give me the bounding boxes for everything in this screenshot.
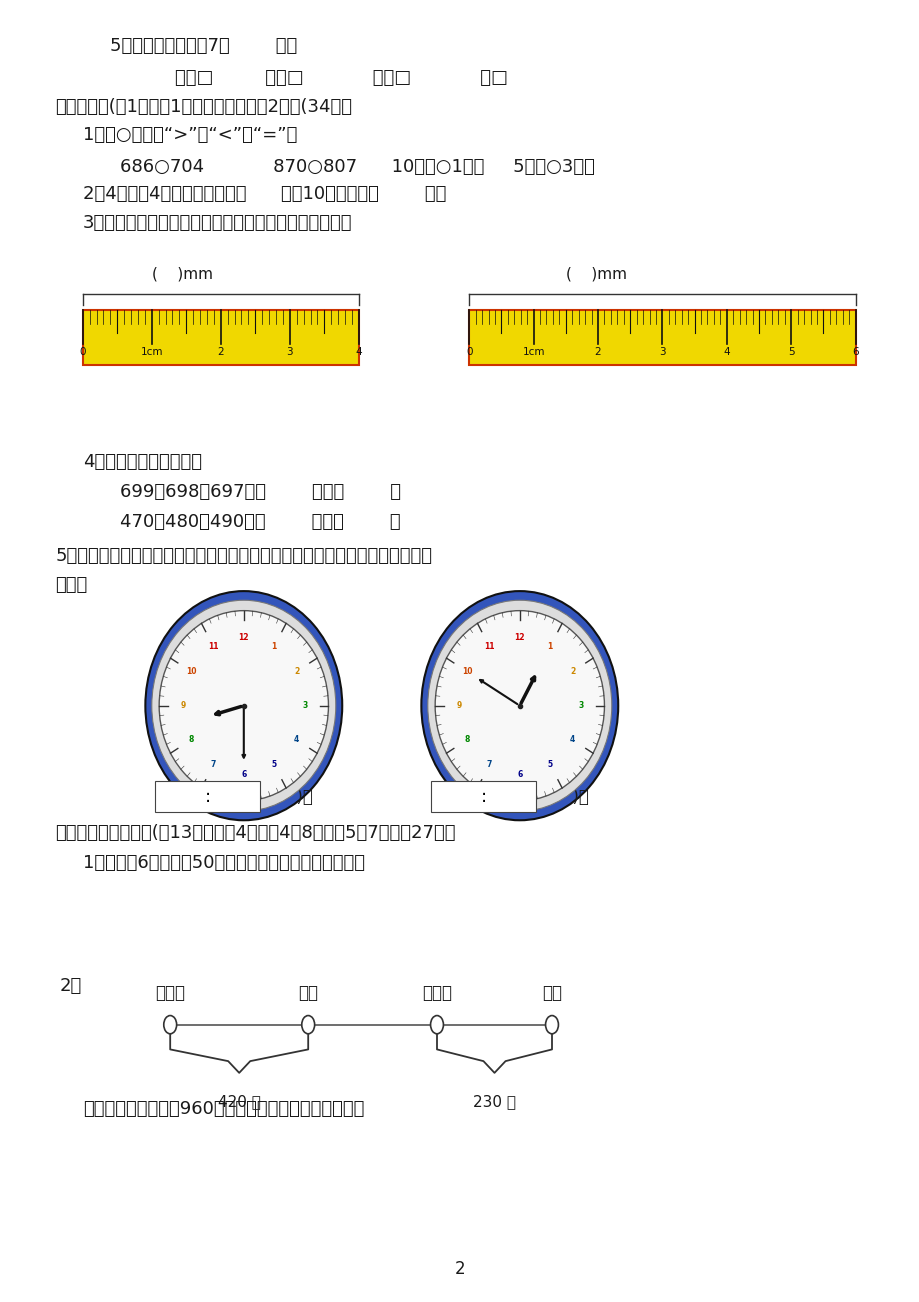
Text: 0: 0 [465,348,472,358]
Ellipse shape [435,611,604,801]
Circle shape [430,1016,443,1034]
Text: 6: 6 [516,769,522,779]
Text: 五、解决实际问题。(第13题每题刃4分，第4题8分，第5题7分，剧27分）: 五、解决实际问题。(第13题每题刃4分，第4题8分，第5题7分，剧27分） [55,824,455,842]
Text: 3: 3 [286,348,293,358]
Text: 5．先写出每个钟面表示的时刻，再写出时针和分针形成的角是直角、锐角还是: 5．先写出每个钟面表示的时刻，再写出时针和分针形成的角是直角、锐角还是 [55,547,432,565]
Text: (    )角: ( )角 [268,788,312,806]
Text: 0: 0 [79,348,86,358]
Text: 699、698、697、（        ），（        ）: 699、698、697、（ ），（ ） [119,483,400,501]
Text: :: : [480,788,486,806]
Text: 8: 8 [464,736,470,745]
Text: 1．每盒装6个足球，50个足球能装几盒，还剩多少个？: 1．每盒装6个足球，50个足球能装几盒，还剩多少个？ [83,854,365,872]
Text: (    )角: ( )角 [544,788,588,806]
Text: 1: 1 [271,642,277,651]
Text: 从体育场到公园一共960米。从学校到少年宫有多少米？: 从体育场到公园一共960米。从学校到少年宫有多少米？ [83,1100,364,1118]
Text: 11: 11 [483,642,494,651]
Text: 1cm: 1cm [141,348,163,358]
FancyBboxPatch shape [154,781,260,812]
Text: 5: 5 [547,760,552,769]
Text: 2．4个百和4个一组成的数是（      ），10个一百是（        ）。: 2．4个百和4个一组成的数是（ ），10个一百是（ ）。 [83,185,446,203]
Text: 6: 6 [851,348,858,358]
Text: 钝角。: 钝角。 [55,575,87,594]
Text: 12: 12 [238,633,249,642]
Text: 11: 11 [208,642,219,651]
Text: (    )mm: ( )mm [565,266,626,281]
Text: (    )mm: ( )mm [152,266,212,281]
Text: 3: 3 [577,702,583,710]
Text: 四、填空。(第1题每空1分，其余每题每空2分）(34分）: 四、填空。(第1题每空1分，其余每题每空2分）(34分） [55,98,352,116]
Text: 5: 5 [787,348,794,358]
Text: 5: 5 [271,760,277,769]
Text: 420 米: 420 米 [218,1094,260,1109]
Text: 230 米: 230 米 [472,1094,516,1109]
Circle shape [301,1016,314,1034]
Text: 7: 7 [486,760,492,769]
Bar [469,310,855,365]
Circle shape [164,1016,176,1034]
Text: 8: 8 [188,736,194,745]
Text: 9: 9 [180,702,186,710]
Text: 4．按规律继续写下去。: 4．按规律继续写下去。 [83,453,201,471]
Text: 10: 10 [186,667,196,676]
Text: 公园: 公园 [541,984,562,1003]
Text: 2: 2 [594,348,601,358]
Text: 7: 7 [210,760,216,769]
Text: 2．: 2． [60,976,82,995]
FancyBboxPatch shape [430,781,536,812]
Text: 9: 9 [456,702,461,710]
Text: 2: 2 [454,1260,465,1279]
Text: 2: 2 [294,667,299,676]
Ellipse shape [421,591,618,820]
Text: 1cm: 1cm [522,348,544,358]
Text: 12: 12 [514,633,525,642]
Text: 6: 6 [241,769,246,779]
Text: 1．在○里填上“>”、“<”或“=”。: 1．在○里填上“>”、“<”或“=”。 [83,126,297,145]
Text: 2: 2 [570,667,574,676]
Text: 5．一张课桌高大约7（        ）。: 5．一张课桌高大约7（ ）。 [110,36,298,55]
Text: 3．下面两条线段的长各是多少毫米？在括号里填一填。: 3．下面两条线段的长各是多少毫米？在括号里填一填。 [83,214,352,232]
Text: 3: 3 [301,702,307,710]
Text: 4: 4 [355,348,362,358]
Text: 4: 4 [294,736,299,745]
Text: 3: 3 [658,348,665,358]
Text: 2: 2 [217,348,224,358]
Text: 10: 10 [461,667,471,676]
Circle shape [545,1016,558,1034]
Ellipse shape [159,611,328,801]
Text: 1: 1 [547,642,552,651]
Text: 体育场: 体育场 [155,984,185,1003]
Text: 470、480、490、（        ），（        ）: 470、480、490、（ ），（ ） [119,513,400,531]
Text: :: : [204,788,210,806]
Ellipse shape [145,591,342,820]
Text: 学校: 学校 [298,984,318,1003]
Text: 少年宫: 少年宫 [422,984,451,1003]
Bar [83,310,358,365]
Text: 4: 4 [570,736,574,745]
Ellipse shape [152,600,335,811]
Text: 686○704            870○807      10厘米○1分米     5毫米○3厘米: 686○704 870○807 10厘米○1分米 5毫米○3厘米 [119,158,594,176]
Text: 4: 4 [722,348,730,358]
Text: 毫米□         厘米□            分米□            米□: 毫米□ 厘米□ 分米□ 米□ [175,69,507,87]
Ellipse shape [427,600,611,811]
